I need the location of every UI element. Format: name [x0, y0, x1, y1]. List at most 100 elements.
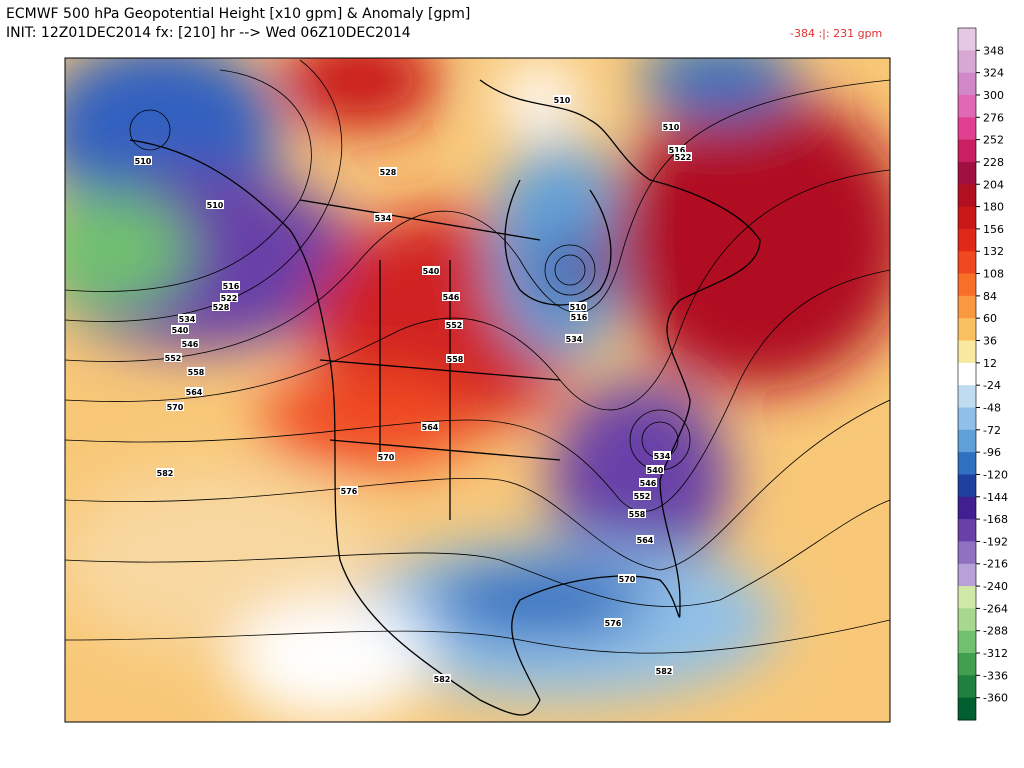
contour-label: 534 — [566, 335, 583, 344]
contour-label-bg — [222, 281, 240, 290]
colorbar-swatch — [958, 206, 976, 230]
contour-label-bg — [422, 266, 440, 275]
contour-label-bg — [340, 486, 358, 495]
contour-label-bg — [421, 422, 439, 431]
colorbar-swatch — [958, 273, 976, 297]
colorbar-swatch — [958, 50, 976, 74]
contour-label: 540 — [423, 267, 440, 276]
contour-label: 522 — [675, 153, 692, 162]
contour-label: 564 — [637, 536, 654, 545]
colorbar-label: -120 — [983, 468, 1008, 481]
colorbar-swatch — [958, 139, 976, 163]
contour-label-bg — [156, 468, 174, 477]
colorbar-swatch — [958, 429, 976, 453]
colorbar-swatch — [958, 72, 976, 96]
colorbar-label: 84 — [983, 290, 997, 303]
contour-labels: 5105105165225285345405465525585645705825… — [134, 95, 692, 684]
contour-label: 570 — [619, 575, 636, 584]
colorbar-swatch — [958, 519, 976, 542]
contour-label-bg — [442, 292, 460, 301]
colorbar-label: 156 — [983, 223, 1004, 236]
colorbar-label: -192 — [983, 535, 1008, 548]
contour-label: 510 — [663, 123, 680, 132]
colorbar-swatch — [958, 184, 976, 208]
contour-label-bg — [639, 478, 657, 487]
anomaly-range: -384 :|: 231 gpm — [790, 27, 882, 40]
colorbar-swatch — [958, 161, 976, 185]
colorbar-label: 108 — [983, 268, 1004, 281]
contour-label: 534 — [179, 315, 196, 324]
contour-label: 582 — [656, 667, 673, 676]
contour-label: 510 — [570, 303, 587, 312]
contour-label-bg — [379, 167, 397, 176]
colorbar-swatch — [958, 340, 976, 364]
contour-label: 564 — [186, 388, 203, 397]
colorbar-label: -336 — [983, 669, 1008, 682]
colorbar-label: -48 — [983, 401, 1001, 414]
contour-label-bg — [171, 325, 189, 334]
contour-label-bg — [646, 465, 664, 474]
contour-label-bg — [220, 293, 238, 302]
colorbar-label: 228 — [983, 156, 1004, 169]
contour-label-bg — [668, 145, 686, 154]
contour-label: 558 — [447, 355, 464, 364]
contour-label: 564 — [422, 423, 439, 432]
contour-label: 582 — [157, 469, 174, 478]
contour-label-bg — [655, 666, 673, 675]
contour-label: 546 — [182, 340, 199, 349]
colorbar-label: -72 — [983, 424, 1001, 437]
colorbar-label: -168 — [983, 513, 1008, 526]
contour-label-bg — [187, 367, 205, 376]
contour-label: 540 — [172, 326, 189, 335]
colorbar-label: 300 — [983, 89, 1004, 102]
contour-label: 552 — [165, 354, 182, 363]
colorbar-label: 276 — [983, 111, 1004, 124]
map-frame — [64, 57, 891, 723]
contour-label: 516 — [223, 282, 240, 291]
colorbar-label: 60 — [983, 312, 997, 325]
colorbar-label: 180 — [983, 201, 1004, 214]
colorbar-label: 324 — [983, 67, 1004, 80]
colorbar-label: 252 — [983, 134, 1004, 147]
contour-label: 576 — [341, 487, 358, 496]
contour-label: 522 — [221, 294, 238, 303]
contour-label: 552 — [634, 492, 651, 501]
contour-label-bg — [445, 320, 463, 329]
colorbar-swatch — [958, 362, 976, 386]
contour-label-bg — [618, 574, 636, 583]
contour-label: 510 — [207, 201, 224, 210]
colorbar-label: -312 — [983, 647, 1008, 660]
colorbar-label: 348 — [983, 44, 1004, 57]
contour-label-bg — [674, 152, 692, 161]
colorbar-swatch — [958, 608, 976, 632]
contour-label-bg — [433, 674, 451, 683]
colorbar-swatch — [958, 496, 976, 520]
colorbar-label: 204 — [983, 178, 1004, 191]
title-line-2: INIT: 12Z01DEC2014 fx: [210] hr --> Wed … — [6, 25, 411, 41]
contour-label: 516 — [571, 313, 588, 322]
title-line-1: ECMWF 500 hPa Geopotential Height [x10 g… — [6, 6, 470, 22]
colorbar-swatch — [958, 541, 976, 565]
contour-label-bg — [628, 509, 646, 518]
colorbar-swatch — [958, 697, 976, 721]
contour-label-bg — [185, 387, 203, 396]
contour-label: 546 — [443, 293, 460, 302]
contour-label: 570 — [167, 403, 184, 412]
colorbar-label: -24 — [983, 379, 1001, 392]
contour-label-bg — [374, 213, 392, 222]
colorbar-swatch — [958, 385, 976, 408]
colorbar-swatch — [958, 630, 976, 654]
colorbar-swatch — [958, 474, 976, 498]
colorbar-label: 36 — [983, 335, 997, 348]
colorbar-swatch — [958, 653, 976, 676]
contour-label-bg — [164, 353, 182, 362]
contour-label-bg — [553, 95, 571, 104]
contour-label-bg — [134, 156, 152, 165]
contour-label-bg — [570, 312, 588, 321]
colorbar-swatch — [958, 586, 976, 609]
contour-label-bg — [166, 402, 184, 411]
contour-label: 516 — [669, 146, 686, 155]
colorbar-swatch — [958, 28, 976, 51]
contour-label-bg — [212, 302, 230, 311]
contour-label-bg — [565, 334, 583, 343]
